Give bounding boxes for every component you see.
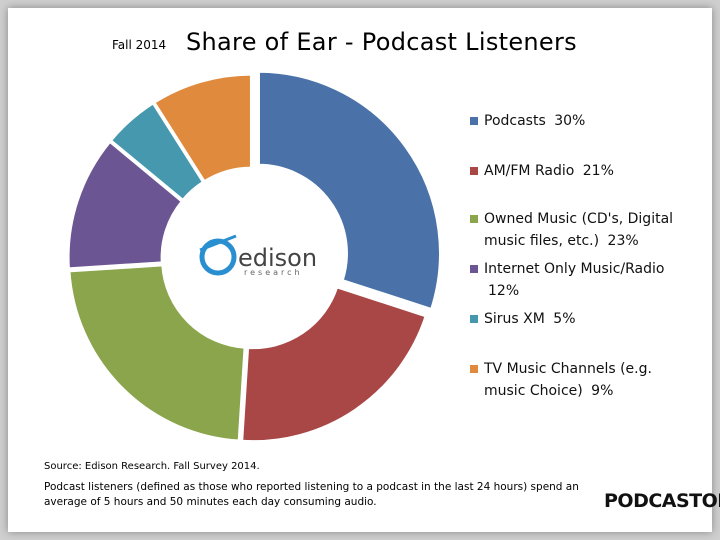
edison-logo: edison — [238, 244, 318, 272]
legend-label: Sirus XM — [484, 311, 545, 327]
donut-slice — [151, 72, 253, 184]
legend-swatch — [470, 315, 478, 323]
chart-title: Share of Ear - Podcast Listeners — [186, 28, 577, 56]
legend-entry: Owned Music (CD's, Digital music files, … — [468, 208, 694, 252]
legend-swatch — [470, 265, 478, 273]
legend-value: 23% — [607, 233, 639, 249]
legend-entry: Internet Only Music/Radio 12% — [468, 258, 694, 302]
legend-label: Owned Music (CD's, Digital music files, … — [484, 211, 674, 249]
source: Source: Edison Research. Fall Survey 201… — [44, 461, 260, 472]
legend-entry: TV Music Channels (e.g. music Choice) 9% — [468, 358, 694, 402]
legend-swatch — [470, 117, 478, 125]
donut-slice — [67, 263, 247, 443]
donut-slice — [66, 139, 185, 271]
legend-swatch — [470, 167, 478, 175]
legend-label: AM/FM Radio — [484, 163, 575, 179]
legend-label: Internet Only Music/Radio — [484, 261, 665, 277]
legend-value: 12% — [488, 283, 520, 299]
legend-swatch — [470, 365, 478, 373]
donut-slice — [240, 284, 429, 444]
legend-label: TV Music Channels (e.g. music Choice) — [484, 361, 652, 399]
legend-value: 5% — [553, 311, 576, 327]
legend-value: 21% — [582, 163, 614, 179]
podcastone-logo: PODCASTONE — [604, 490, 720, 512]
donut-slice — [108, 100, 206, 203]
edison-logo-swoosh — [199, 234, 237, 252]
legend-entry: Podcasts 30% — [468, 110, 694, 132]
legend-value: 9% — [591, 383, 614, 399]
legend-entry: Sirus XM 5% — [468, 308, 694, 330]
edison-logo-sub: research — [244, 268, 303, 277]
season-label: Fall 2014 — [112, 38, 167, 52]
footnote: Podcast listeners (defined as those who … — [44, 481, 579, 508]
legend-label: Podcasts — [484, 113, 546, 129]
legend-value: 30% — [554, 113, 586, 129]
legend-swatch — [470, 215, 478, 223]
edison-logo-mark — [199, 238, 237, 276]
donut-slice — [256, 69, 442, 312]
legend-entry: AM/FM Radio 21% — [468, 160, 694, 182]
